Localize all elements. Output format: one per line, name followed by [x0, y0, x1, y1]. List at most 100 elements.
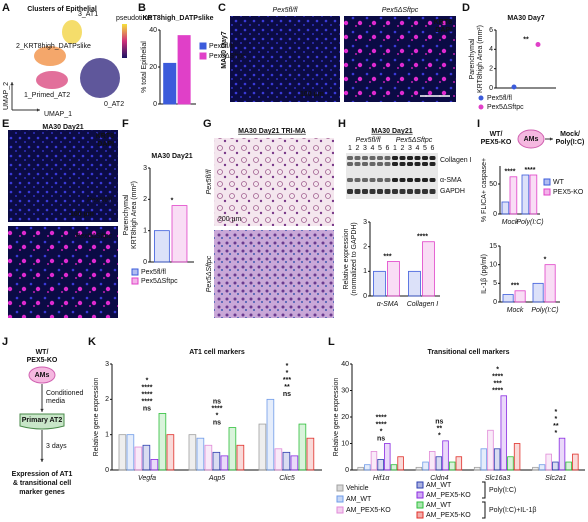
bar — [158, 413, 167, 471]
chart-title: MA30 Day7 — [507, 15, 544, 22]
scale-label: 100 µm — [300, 91, 324, 98]
y-tick-label: 2 — [143, 196, 147, 203]
significance: *** — [383, 253, 391, 260]
significance: ns — [283, 391, 291, 398]
significance: **** — [525, 167, 536, 174]
significance: **** — [492, 388, 503, 395]
y-tick-label: 2 — [363, 244, 367, 251]
legend-label: WT — [553, 179, 565, 186]
bar — [126, 434, 135, 471]
legend-label: Vehicle — [346, 485, 369, 492]
blot-band — [429, 178, 436, 182]
schematic-text: 3 days — [46, 443, 67, 450]
blot-band — [354, 178, 361, 182]
blot-band — [362, 189, 368, 194]
chart-title: AT1 cell markers — [189, 349, 245, 356]
significance: ns — [143, 405, 151, 412]
stain-label: KRT8 — [96, 133, 114, 140]
blot-group: Pex5ΔSftpc — [396, 137, 433, 144]
significance: *** — [511, 283, 519, 290]
blot-band — [429, 162, 436, 166]
protein-label: α-SMA — [440, 177, 462, 184]
significance: * — [380, 428, 383, 435]
micrograph — [214, 230, 334, 318]
legend-label: AM_PEX5-KO — [426, 512, 471, 519]
y-tick-label: 0 — [345, 467, 349, 474]
row-label: Pex5fl/fl — [87, 197, 112, 204]
bar — [377, 458, 384, 471]
y-tick-label: 15 — [489, 243, 497, 250]
cluster-label: 2_KRT8high_DATPslike — [16, 43, 91, 50]
bar — [502, 294, 514, 303]
significance: * — [496, 367, 499, 374]
x-tick-label: Hif1α — [373, 475, 390, 482]
cell-icon — [28, 366, 56, 384]
schematic-text: Expression of AT1 — [12, 471, 73, 478]
lane-label: 4 — [416, 145, 420, 152]
panel-label: L — [328, 336, 335, 348]
bar — [442, 440, 449, 471]
bar — [258, 423, 267, 471]
decoration — [40, 458, 44, 462]
y-tick-label: 10 — [341, 440, 349, 447]
blot-band — [414, 178, 421, 182]
blot-band — [369, 156, 376, 160]
micrograph — [230, 16, 340, 102]
umap-cluster — [36, 71, 68, 89]
axis-label: UMAP_2 — [3, 82, 10, 110]
y-axis-label: % FLICA+ caspase+ — [481, 158, 488, 222]
y-tick-label: 0 — [493, 299, 497, 306]
lane-label: 5 — [423, 145, 427, 152]
bar — [153, 230, 170, 263]
stain-label: DAPI — [97, 141, 114, 148]
bar — [422, 461, 429, 471]
y-axis-label: IL-1β (pg/ml) — [481, 254, 488, 294]
bar — [163, 62, 177, 105]
significance: **** — [142, 384, 153, 391]
bar — [387, 261, 400, 297]
legend-marker — [478, 95, 484, 101]
y-tick-label: 3 — [363, 219, 367, 226]
bar — [487, 429, 494, 471]
y-tick-label: 50 — [489, 181, 497, 188]
dot — [511, 84, 517, 90]
cluster-label: 0_AT2 — [104, 101, 124, 108]
umap-title: Clusters of Epithelial — [27, 6, 97, 13]
legend-label: AM_PEX5-KO — [426, 492, 471, 499]
bar — [150, 458, 159, 471]
y-tick-label: 1 — [143, 228, 147, 235]
blot-band — [407, 162, 413, 166]
legend-marker — [416, 481, 424, 489]
significance: **** — [505, 169, 516, 176]
y-tick-label: 2 — [489, 66, 493, 73]
y-tick-label: 20 — [149, 64, 157, 71]
bar — [204, 444, 213, 471]
blot-band — [347, 162, 353, 166]
bar — [390, 464, 398, 471]
x-tick-label: Vegfa — [138, 475, 156, 482]
blot-band — [392, 189, 398, 194]
bar — [538, 464, 546, 471]
blot-band — [399, 189, 406, 194]
bar — [384, 443, 391, 471]
blot-band — [414, 162, 421, 166]
blot-title: MA30 Day21 — [371, 128, 412, 135]
panel-label: G — [203, 118, 212, 130]
blot-band — [347, 189, 353, 194]
blot-band — [369, 178, 376, 182]
bar — [171, 205, 188, 263]
lane-label: 6 — [431, 145, 435, 152]
bar — [507, 456, 514, 471]
schematic-text: WT/ — [490, 131, 503, 138]
schematic-text: Conditioned — [46, 390, 83, 397]
lane-label: 6 — [386, 145, 390, 152]
bar — [529, 174, 538, 215]
bar — [166, 434, 175, 471]
panel-label: B — [138, 2, 146, 14]
bar — [500, 395, 508, 471]
legend-marker — [336, 506, 344, 514]
bar — [480, 448, 488, 471]
bar — [509, 176, 518, 215]
legend-label: PEX5-KO — [553, 189, 584, 196]
bar — [266, 398, 275, 471]
